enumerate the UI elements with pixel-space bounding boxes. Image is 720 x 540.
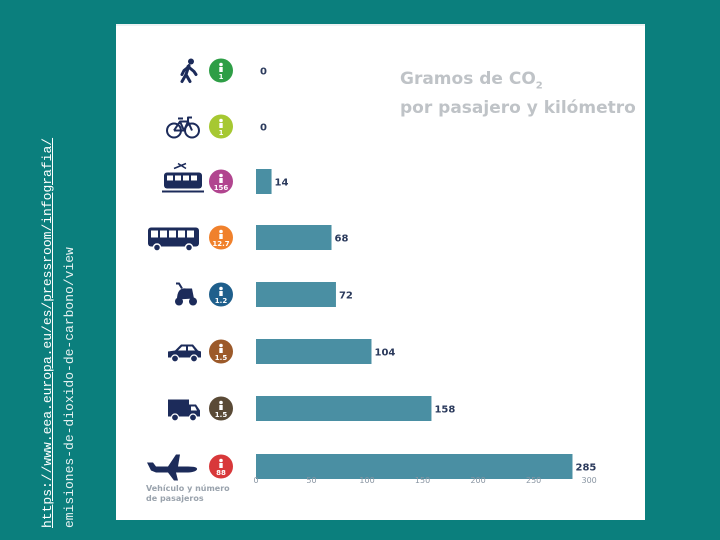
passenger-badge: 1.2 xyxy=(209,282,233,307)
passenger-badge: 1 xyxy=(209,114,233,139)
chart-row: 88 285 xyxy=(147,454,596,481)
passenger-count: 12.7 xyxy=(212,240,229,248)
passenger-badge: 12.7 xyxy=(209,225,233,250)
source-url-line-2[interactable]: emisiones-de-dioxido-de-carbono/view xyxy=(62,247,77,528)
chart-row: 156 14 xyxy=(162,162,289,194)
passenger-badge: 88 xyxy=(209,454,233,479)
bar-value-label: 285 xyxy=(575,463,596,474)
bar xyxy=(256,454,573,479)
x-tick-label: 100 xyxy=(359,476,374,485)
bar xyxy=(256,339,372,364)
passenger-count: 1.2 xyxy=(215,297,228,305)
van-icon xyxy=(168,399,200,422)
chart-row: 1.5 158 xyxy=(168,396,455,422)
chart-title-subscript: 2 xyxy=(535,80,543,92)
walker-icon xyxy=(180,58,198,83)
passenger-count: 1 xyxy=(219,129,224,137)
bus-icon xyxy=(148,227,199,252)
chart-title: Gramos de CO2 por pasajero y kilómetro xyxy=(400,68,636,120)
bar-value-label: 72 xyxy=(339,291,353,302)
passenger-count: 1.5 xyxy=(215,354,228,362)
bicycle-icon xyxy=(166,116,200,139)
x-tick-label: 300 xyxy=(582,476,597,485)
chart-row: 1.5 104 xyxy=(168,339,395,364)
bar-value-label: 0 xyxy=(260,67,267,78)
chart-title-main: Gramos de CO xyxy=(400,69,536,89)
chart-row: 1.2 72 xyxy=(175,282,353,307)
passenger-count: 1 xyxy=(219,73,224,81)
bar-value-label: 104 xyxy=(374,348,395,359)
airplane-icon xyxy=(147,454,198,481)
source-url-note: https://www.eea.europa.eu/es/pressroom/i… xyxy=(0,0,110,540)
passenger-count: 1.5 xyxy=(215,411,228,419)
car-icon xyxy=(168,344,201,363)
card-top-rule xyxy=(116,24,645,26)
source-url-line-1[interactable]: https://www.eea.europa.eu/es/pressroom/i… xyxy=(40,137,55,528)
x-tick-label: 50 xyxy=(306,476,316,485)
bar-value-label: 0 xyxy=(260,123,267,134)
train-icon xyxy=(162,162,204,193)
bar-value-label: 14 xyxy=(275,178,289,189)
bar xyxy=(256,225,332,250)
scooter-icon xyxy=(175,282,197,306)
passenger-badge: 1.5 xyxy=(209,339,233,364)
passenger-badge: 1.5 xyxy=(209,396,233,421)
bar xyxy=(256,282,336,307)
passenger-badge: 156 xyxy=(209,169,233,194)
bar xyxy=(256,169,272,194)
x-tick-label: 0 xyxy=(253,476,258,485)
bar xyxy=(256,396,432,421)
chart-title-line-2: por pasajero y kilómetro xyxy=(400,98,636,119)
bar-value-label: 68 xyxy=(335,234,349,245)
chart-card: Gramos de CO2 por pasajero y kilómetro 1… xyxy=(116,24,645,520)
category-axis-label: Vehículo y número de pasajeros xyxy=(146,484,230,503)
x-tick-label: 150 xyxy=(415,476,430,485)
bar-value-label: 158 xyxy=(434,405,455,416)
passenger-count: 156 xyxy=(214,184,229,192)
x-tick-label: 250 xyxy=(526,476,541,485)
passenger-count: 88 xyxy=(216,469,226,477)
chart-row: 12.7 68 xyxy=(148,225,349,252)
passenger-badge: 1 xyxy=(209,58,233,83)
x-tick-label: 200 xyxy=(470,476,485,485)
